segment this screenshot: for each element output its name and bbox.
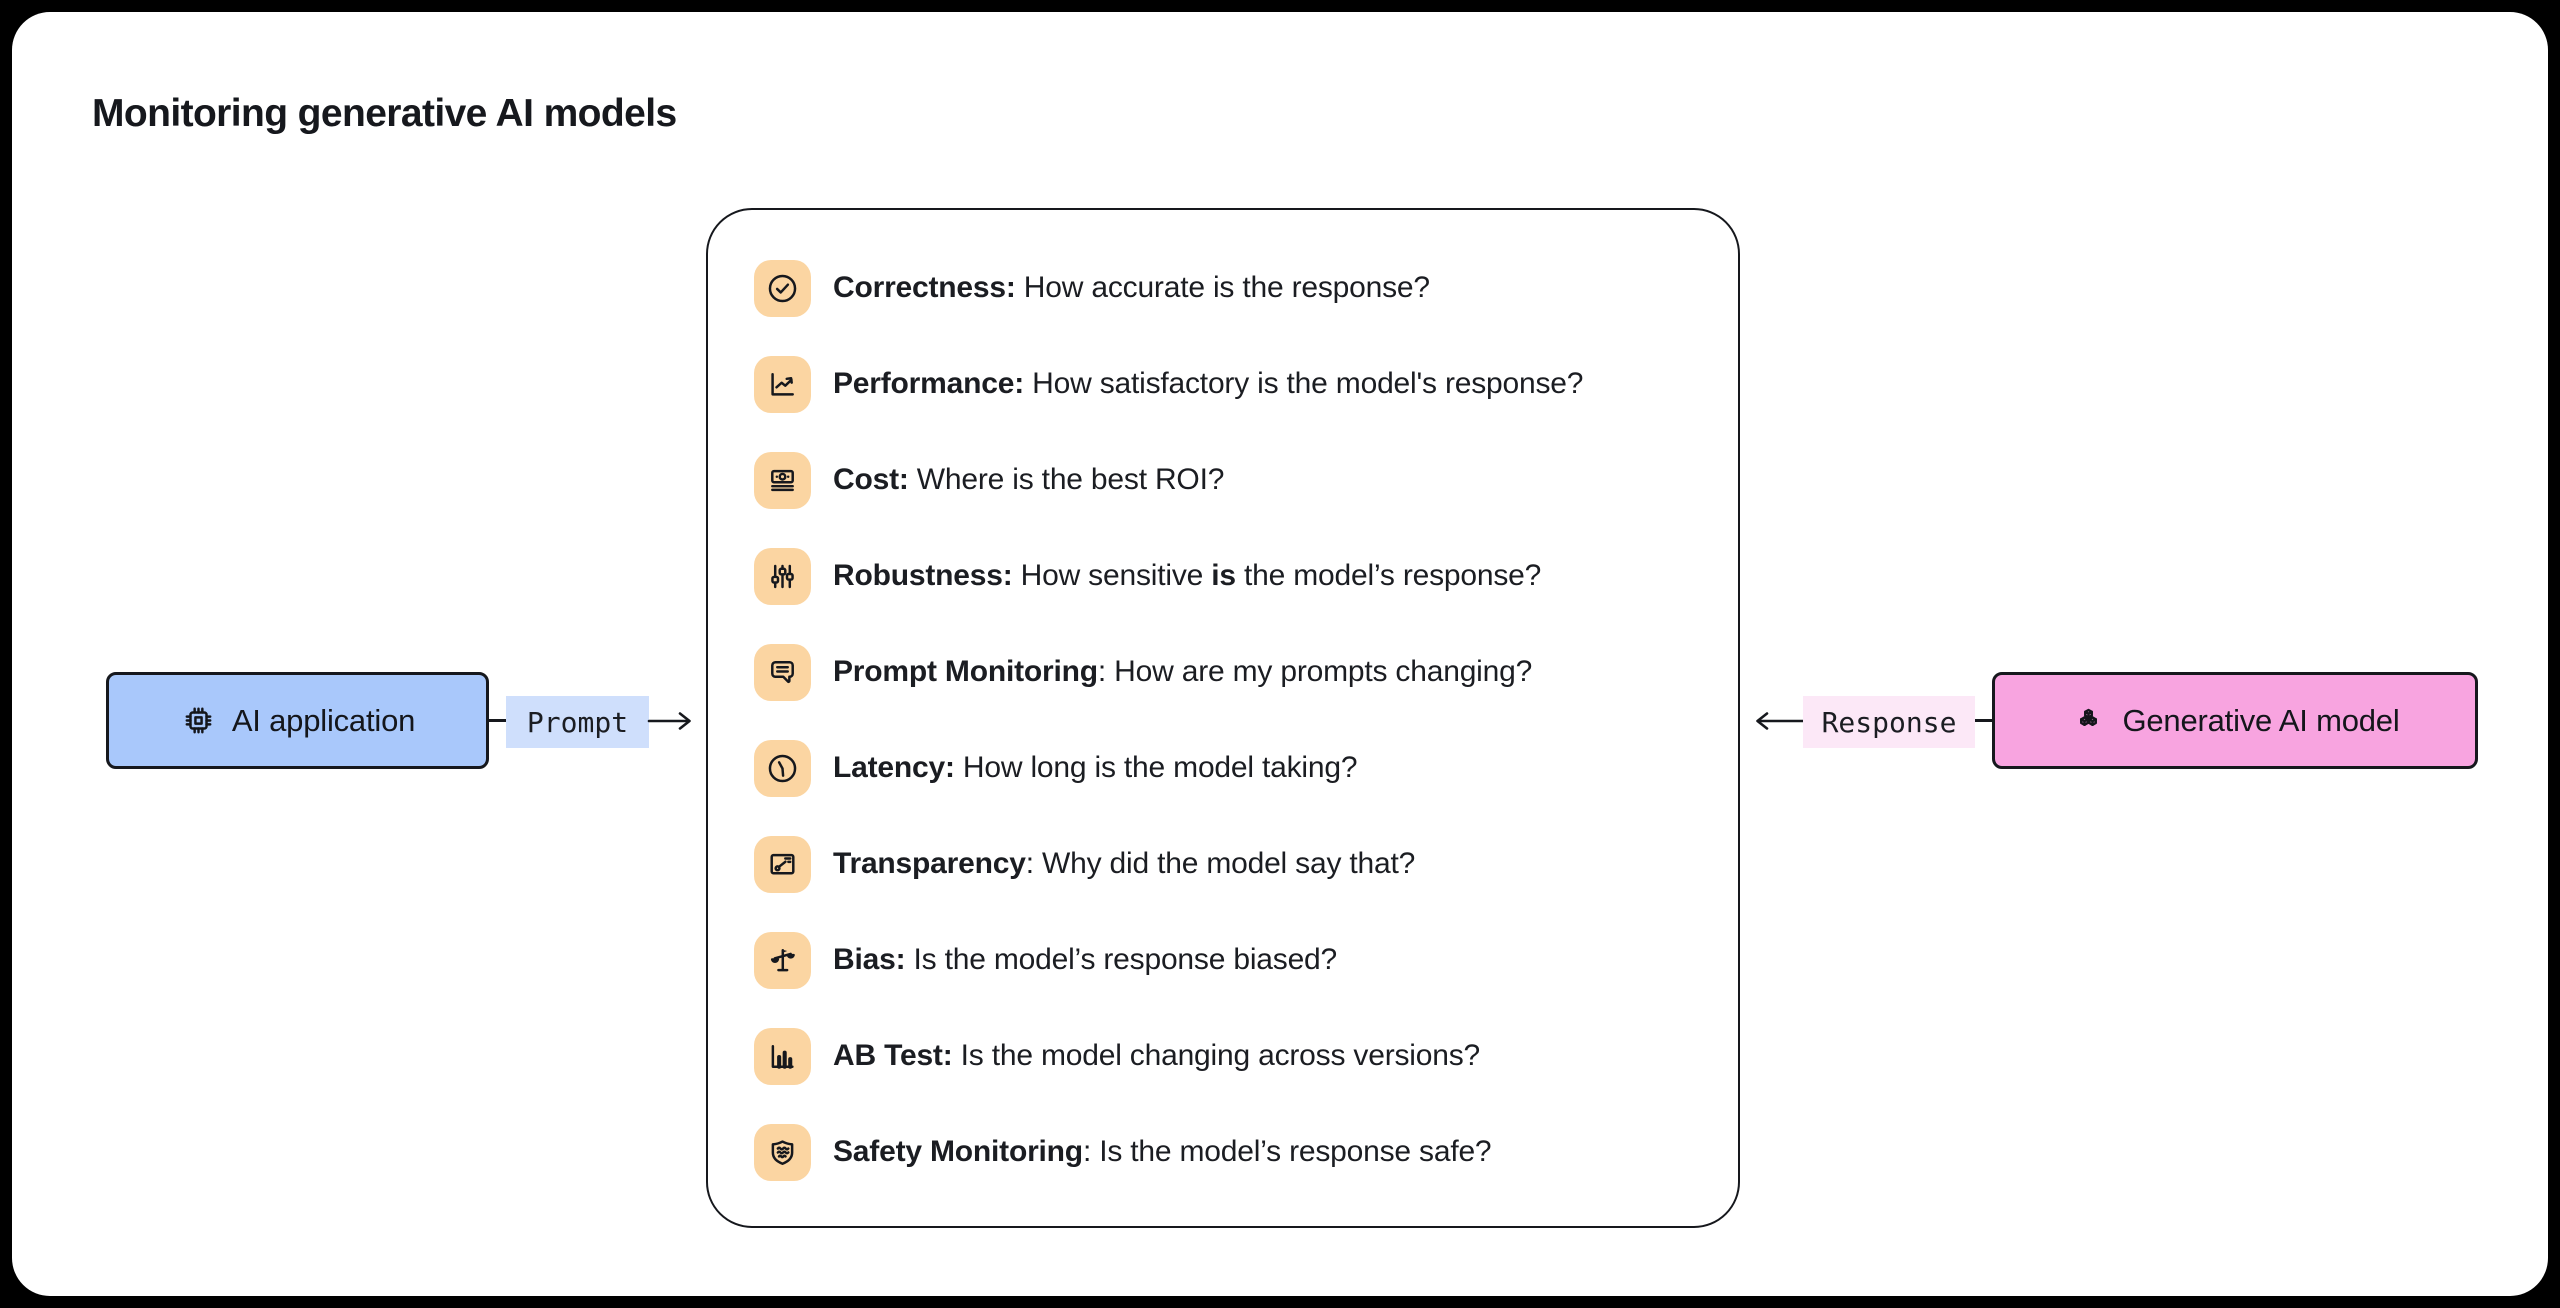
response-label: Response xyxy=(1803,696,1975,748)
metric-row: Transparency: Why did the model say that… xyxy=(708,816,1738,912)
metric-text: AB Test: Is the model changing across ve… xyxy=(833,1039,1480,1072)
clock-icon xyxy=(754,739,811,797)
prompt-arrow-right-icon xyxy=(647,712,691,730)
metric-text: Prompt Monitoring: How are my prompts ch… xyxy=(833,655,1533,688)
chart-board-icon xyxy=(754,835,811,893)
metric-text: Robustness: How sensitive is the model’s… xyxy=(833,559,1542,592)
metric-text: Safety Monitoring: Is the model’s respon… xyxy=(833,1135,1492,1168)
bar-chart-icon xyxy=(754,1027,811,1085)
metric-row: Bias: Is the model’s response biased? xyxy=(708,912,1738,1008)
balance-scale-icon xyxy=(754,931,811,989)
response-arrow-left-icon xyxy=(1756,712,1806,730)
metric-text: Performance: How satisfactory is the mod… xyxy=(833,367,1584,400)
metric-row: AB Test: Is the model changing across ve… xyxy=(708,1008,1738,1104)
cpu-icon xyxy=(180,702,217,739)
generative-ai-model-label: Generative AI model xyxy=(2122,702,2400,738)
page-title: Monitoring generative AI models xyxy=(92,92,677,135)
metric-text: Cost: Where is the best ROI? xyxy=(833,463,1225,496)
metric-text: Latency: How long is the model taking? xyxy=(833,751,1358,784)
speech-bubble-icon xyxy=(754,643,811,701)
ai-application-box: AI application xyxy=(106,672,489,769)
metrics-list: Correctness: How accurate is the respons… xyxy=(708,240,1738,1200)
metric-row: Cost: Where is the best ROI? xyxy=(708,432,1738,528)
diagram-card: Monitoring generative AI models AI appli… xyxy=(12,12,2548,1296)
metric-text: Bias: Is the model’s response biased? xyxy=(833,943,1338,976)
metric-row: Latency: How long is the model taking? xyxy=(708,720,1738,816)
check-circle-icon xyxy=(754,259,811,317)
shield-icon xyxy=(754,1123,811,1181)
metric-row: Correctness: How accurate is the respons… xyxy=(708,240,1738,336)
metric-text: Transparency: Why did the model say that… xyxy=(833,847,1416,880)
generative-ai-model-box: Generative AI model xyxy=(1992,672,2478,769)
prompt-label: Prompt xyxy=(506,696,649,748)
ai-application-label: AI application xyxy=(231,702,416,738)
metrics-container: Correctness: How accurate is the respons… xyxy=(706,208,1740,1228)
cash-icon xyxy=(754,451,811,509)
cubes-icon xyxy=(2070,702,2107,739)
metric-text: Correctness: How accurate is the respons… xyxy=(833,271,1430,304)
metric-row: Performance: How satisfactory is the mod… xyxy=(708,336,1738,432)
metric-row: Prompt Monitoring: How are my prompts ch… xyxy=(708,624,1738,720)
trend-chart-icon xyxy=(754,355,811,413)
prompt-connector-line xyxy=(489,719,506,722)
response-connector-line xyxy=(1975,719,1992,722)
sliders-icon xyxy=(754,547,811,605)
metric-row: Robustness: How sensitive is the model’s… xyxy=(708,528,1738,624)
metric-row: Safety Monitoring: Is the model’s respon… xyxy=(708,1104,1738,1200)
